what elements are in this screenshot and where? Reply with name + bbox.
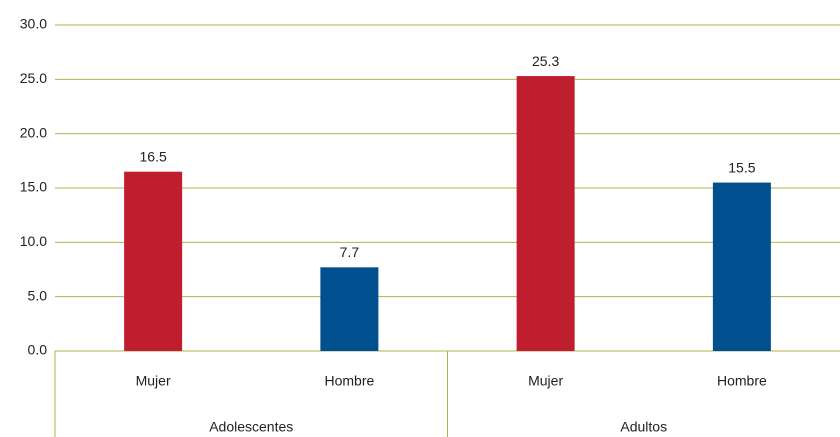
y-tick-label: 20.0: [20, 124, 47, 140]
group-label: Adolescentes: [209, 419, 293, 435]
x-tick-label: Mujer: [528, 373, 563, 389]
y-tick-label: 30.0: [20, 16, 47, 32]
y-tick-label: 25.0: [20, 70, 47, 86]
bar: [124, 171, 183, 351]
bar: [516, 76, 575, 351]
data-label: 25.3: [532, 53, 559, 69]
bar: [320, 267, 379, 351]
y-tick-label: 10.0: [20, 233, 47, 249]
y-tick-label: 15.0: [20, 179, 47, 195]
x-tick-label: Mujer: [136, 373, 171, 389]
bar: [712, 182, 771, 351]
data-label: 16.5: [140, 148, 167, 164]
y-tick-label: 0.0: [28, 342, 48, 358]
group-label: Adultos: [620, 419, 667, 435]
data-label: 7.7: [340, 244, 360, 260]
data-label: 15.5: [728, 159, 755, 175]
x-tick-label: Hombre: [717, 373, 767, 389]
x-tick-label: Hombre: [324, 373, 374, 389]
y-tick-label: 5.0: [28, 287, 48, 303]
